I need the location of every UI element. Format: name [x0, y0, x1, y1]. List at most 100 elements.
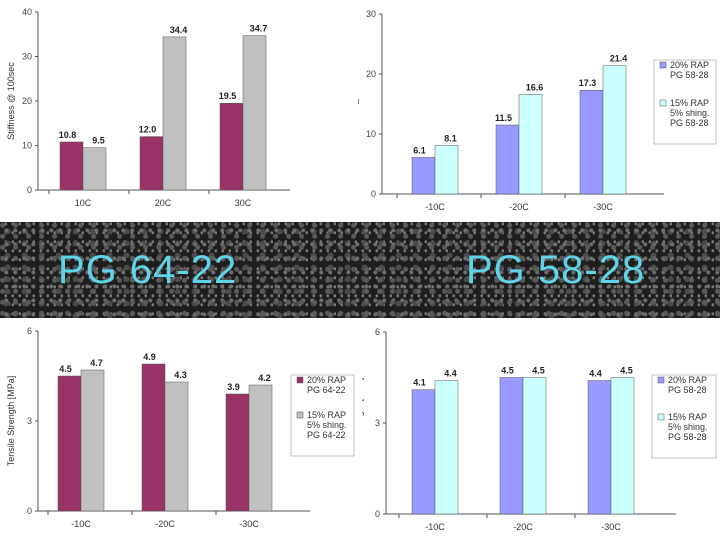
data-label: 16.6	[526, 82, 544, 92]
bar-rap20--10C	[411, 157, 436, 195]
legend-label: 20% RAP	[668, 375, 707, 385]
x-tick-label: -30C	[601, 522, 621, 532]
legend-label: 15% RAP	[668, 412, 707, 422]
y-axis-title: Tensile Strength [MPa]	[362, 378, 364, 469]
x-tick-label: -10C	[425, 202, 445, 212]
bar-rap15-shing5--10C	[434, 145, 459, 195]
data-label: 4.9	[143, 352, 156, 362]
legend-label: PG 58-28	[670, 70, 709, 80]
y-tick-label: 20	[22, 96, 32, 106]
legend-label: PG 64-22	[307, 385, 346, 395]
x-tick-label: -20C	[513, 522, 533, 532]
legend-swatch	[657, 413, 665, 421]
bar-rap20--10C	[411, 389, 436, 515]
y-tick-label: 20	[366, 69, 376, 79]
bar-rap15-shing5--30C	[602, 65, 627, 195]
bar-rap15-shing5-20C	[162, 36, 187, 191]
bar-rap20-30C	[219, 102, 244, 191]
bar-rap15-shing5-10C	[82, 147, 107, 191]
data-label: 11.5	[495, 113, 512, 123]
y-tick-label: 30	[22, 52, 32, 62]
data-label: 17.3	[579, 78, 597, 88]
bar-rap20--30C	[579, 89, 604, 195]
x-tick-label: -20C	[155, 519, 175, 529]
y-tick-label: 0	[371, 189, 376, 199]
bar-rap15-shing5--20C	[522, 377, 547, 515]
data-label: 6.1	[413, 145, 426, 155]
y-tick-label: 10	[366, 129, 376, 139]
x-tick-label: -30C	[593, 202, 613, 212]
y-axis-title: Stiffness @ 100sec	[358, 65, 360, 143]
binder-label-right: PG 58-28	[466, 248, 646, 292]
bar-rap15-shing5--10C	[80, 369, 105, 512]
bar-rap20--30C	[587, 380, 612, 515]
bar-rap20--10C	[57, 375, 82, 512]
bar-rap15-shing5--30C	[610, 377, 635, 515]
data-label: 4.5	[620, 366, 633, 376]
bar-rap20--30C	[225, 393, 250, 512]
data-label: 19.5	[219, 91, 237, 101]
data-label: 4.2	[258, 373, 271, 383]
x-tick-label: 10C	[75, 198, 92, 208]
bar-rap15-shing5--10C	[434, 380, 459, 515]
x-tick-label: -10C	[71, 519, 91, 529]
chart-tensile-pg6422: 0 3 6 Tensile Strength [MPa] 4.5 4.7 -10C 4.9 4.…	[0, 318, 358, 540]
data-label: 4.7	[90, 358, 103, 368]
data-label: 4.4	[589, 369, 602, 379]
data-label: 10.8	[59, 130, 77, 140]
legend-label: PG 64-22	[307, 430, 346, 440]
legend-swatch	[657, 376, 665, 384]
y-axis-title: Tensile Strength [MPa]	[6, 376, 16, 467]
chart-stiffness-pg5828: 0 10 20 30 Stiffness @ 100sec 6.1 8.1 -10C 11.5 1…	[358, 0, 720, 222]
chart-stiffness-pg6422: 0 10 20 30 40 Stiffness @ 100sec 10.8 9.5 10C 12.…	[0, 0, 290, 222]
legend-swatch	[296, 376, 304, 384]
x-tick-label: 30C	[235, 198, 252, 208]
legend-label: 5% shing.	[668, 422, 708, 432]
y-tick-label: 0	[27, 506, 32, 516]
bar-rap15-shing5-30C	[242, 35, 267, 191]
binder-label-left: PG 64-22	[58, 248, 238, 292]
legend-label: 5% shing.	[670, 108, 710, 118]
legend-label: 20% RAP	[670, 60, 709, 70]
legend-swatch	[659, 99, 667, 107]
data-label: 34.4	[170, 25, 188, 35]
data-label: 4.5	[501, 366, 514, 376]
y-tick-label: 6	[27, 326, 32, 336]
legend-swatch	[659, 61, 667, 69]
data-label: 4.5	[532, 366, 545, 376]
y-tick-label: 0	[27, 185, 32, 195]
x-tick-label: -10C	[425, 522, 445, 532]
y-tick-label: 40	[22, 7, 32, 17]
data-label: 21.4	[610, 54, 628, 64]
y-axis-title: Stiffness @ 100sec	[6, 62, 16, 140]
bar-rap20--20C	[141, 363, 166, 512]
legend-label: PG 58-28	[668, 432, 707, 442]
x-tick-label: -20C	[509, 202, 529, 212]
data-label: 4.1	[413, 378, 426, 388]
bar-rap20--20C	[495, 124, 520, 195]
data-label: 8.1	[444, 133, 457, 143]
bar-rap20-10C	[59, 141, 84, 191]
x-tick-label: -30C	[239, 519, 259, 529]
legend-swatch	[296, 411, 304, 419]
y-tick-label: 6	[375, 327, 380, 337]
legend-label: 5% shing.	[307, 420, 347, 430]
chart-tensile-pg5828: 0 3 6 Tensile Strength [MPa] 4.1 4.4 -10C 4.5 4.…	[362, 318, 720, 540]
legend-label: 20% RAP	[307, 375, 346, 385]
legend-label: 15% RAP	[307, 410, 346, 420]
bar-rap15-shing5--30C	[248, 384, 273, 512]
bar-rap20--20C	[499, 377, 524, 515]
data-label: 4.5	[59, 364, 72, 374]
legend-label: PG 58-28	[670, 118, 709, 128]
legend-label: PG 58-28	[668, 385, 707, 395]
y-tick-label: 10	[22, 141, 32, 151]
data-label: 9.5	[92, 136, 105, 146]
data-label: 12.0	[139, 125, 157, 135]
y-tick-label: 30	[366, 9, 376, 19]
legend-label: 15% RAP	[670, 98, 709, 108]
data-label: 4.3	[174, 370, 187, 380]
y-tick-label: 3	[27, 416, 32, 426]
y-tick-label: 3	[375, 418, 380, 428]
asphalt-banner	[0, 222, 720, 318]
bar-rap15-shing5--20C	[164, 381, 189, 512]
